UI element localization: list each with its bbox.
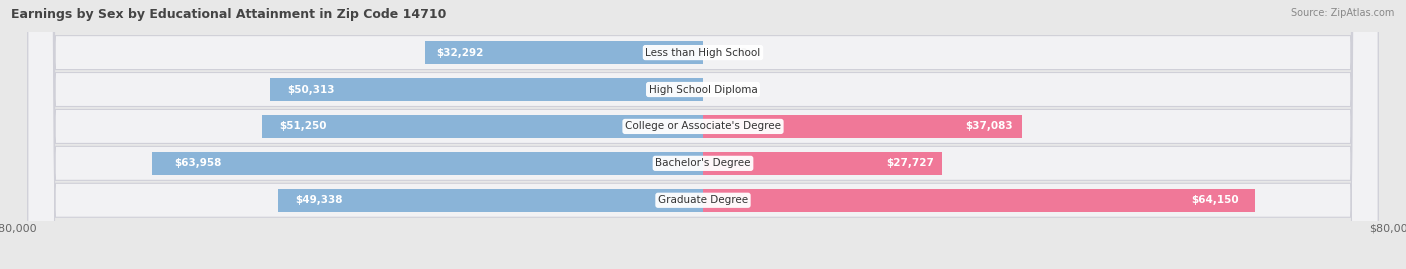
Text: High School Diploma: High School Diploma: [648, 84, 758, 94]
FancyBboxPatch shape: [28, 0, 1378, 269]
Text: $0: $0: [733, 48, 748, 58]
Bar: [262, 115, 703, 138]
Text: $37,083: $37,083: [965, 121, 1012, 132]
FancyBboxPatch shape: [28, 0, 1378, 269]
Text: Less than High School: Less than High School: [645, 48, 761, 58]
Text: Earnings by Sex by Educational Attainment in Zip Code 14710: Earnings by Sex by Educational Attainmen…: [11, 8, 447, 21]
FancyBboxPatch shape: [28, 0, 1378, 269]
Text: $0: $0: [733, 84, 748, 94]
Bar: [425, 41, 703, 64]
Text: College or Associate's Degree: College or Associate's Degree: [626, 121, 780, 132]
Text: $50,313: $50,313: [287, 84, 335, 94]
Text: $64,150: $64,150: [1191, 195, 1239, 205]
Text: Graduate Degree: Graduate Degree: [658, 195, 748, 205]
Text: $63,958: $63,958: [174, 158, 222, 168]
Text: $51,250: $51,250: [280, 121, 326, 132]
Bar: [703, 189, 1256, 212]
Bar: [278, 189, 703, 212]
Bar: [270, 78, 703, 101]
FancyBboxPatch shape: [28, 0, 1378, 269]
Bar: [152, 152, 703, 175]
Bar: [703, 152, 942, 175]
Bar: [703, 115, 1022, 138]
Text: $49,338: $49,338: [295, 195, 343, 205]
FancyBboxPatch shape: [28, 0, 1378, 269]
Text: $27,727: $27,727: [887, 158, 935, 168]
Text: Bachelor's Degree: Bachelor's Degree: [655, 158, 751, 168]
Text: Source: ZipAtlas.com: Source: ZipAtlas.com: [1291, 8, 1395, 18]
Text: $32,292: $32,292: [436, 48, 484, 58]
